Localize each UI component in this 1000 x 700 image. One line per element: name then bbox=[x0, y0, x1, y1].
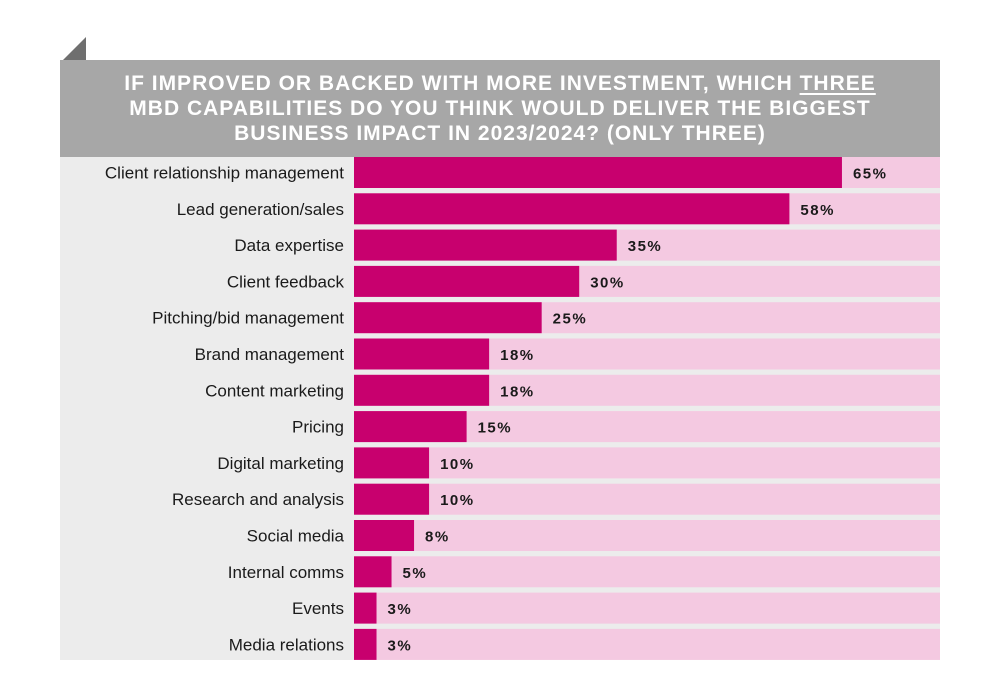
bar bbox=[354, 592, 377, 624]
bar-row: Pitching/bid management 25% bbox=[152, 302, 940, 334]
value-label: 15% bbox=[478, 420, 513, 437]
value-label: 5% bbox=[403, 565, 428, 582]
value-label: 18% bbox=[500, 383, 535, 400]
bar-row: Media relations 3% bbox=[229, 628, 940, 660]
bar bbox=[354, 265, 580, 297]
category-label: Digital marketing bbox=[217, 454, 344, 473]
chart-header: IF IMPROVED OR BACKED WITH MORE INVESTME… bbox=[60, 60, 940, 157]
chart-title-text: IF IMPROVED OR BACKED WITH MORE INVESTME… bbox=[124, 72, 800, 95]
bar bbox=[354, 157, 842, 188]
bar-track bbox=[354, 483, 940, 515]
category-label: Lead generation/sales bbox=[177, 200, 344, 219]
chart-title: IF IMPROVED OR BACKED WITH MORE INVESTME… bbox=[110, 71, 890, 146]
category-label: Client feedback bbox=[227, 272, 345, 291]
bar-track bbox=[354, 447, 940, 479]
bar-row: Data expertise 35% bbox=[234, 229, 940, 261]
bar-row: Research and analysis 10% bbox=[172, 483, 940, 515]
chart-title-text-rest: MBD CAPABILITIES DO YOU THINK WOULD DELI… bbox=[129, 97, 871, 145]
value-label: 58% bbox=[800, 202, 835, 219]
value-label: 3% bbox=[388, 637, 413, 654]
bar-row: Content marketing 18% bbox=[205, 374, 940, 406]
bar-row: Client relationship management 65% bbox=[105, 157, 940, 188]
bar bbox=[354, 193, 790, 225]
bar bbox=[354, 483, 430, 515]
category-label: Pitching/bid management bbox=[152, 309, 344, 328]
folded-corner-decoration bbox=[60, 37, 86, 63]
bar-row: Lead generation/sales 58% bbox=[177, 193, 940, 225]
bar-row: Brand management 18% bbox=[195, 338, 940, 370]
value-label: 8% bbox=[425, 529, 450, 546]
bar bbox=[354, 628, 377, 660]
category-label: Content marketing bbox=[205, 381, 344, 400]
bar-row: Client feedback 30% bbox=[227, 265, 940, 297]
bar-row: Internal comms 5% bbox=[228, 556, 940, 588]
value-label: 3% bbox=[388, 601, 413, 618]
bar bbox=[354, 556, 392, 588]
value-label: 18% bbox=[500, 347, 535, 364]
bar-track bbox=[354, 592, 940, 624]
bar-row: Events 3% bbox=[292, 592, 940, 624]
bar bbox=[354, 520, 415, 551]
category-label: Social media bbox=[247, 527, 345, 546]
category-label: Research and analysis bbox=[172, 490, 344, 509]
bar bbox=[354, 229, 617, 261]
bar bbox=[354, 338, 490, 370]
category-label: Client relationship management bbox=[105, 164, 344, 183]
value-label: 65% bbox=[853, 166, 888, 183]
bar bbox=[354, 302, 542, 334]
bar bbox=[354, 374, 490, 406]
bar-track bbox=[354, 556, 940, 588]
category-label: Internal comms bbox=[228, 563, 344, 582]
value-label: 30% bbox=[590, 274, 625, 291]
bar-chart-svg: Client relationship management 65% Lead ge… bbox=[105, 157, 940, 660]
value-label: 10% bbox=[440, 492, 475, 509]
value-label: 35% bbox=[628, 238, 663, 255]
category-label: Data expertise bbox=[234, 236, 344, 255]
chart-title-emphasis: THREE bbox=[799, 72, 876, 95]
category-label: Media relations bbox=[229, 635, 344, 654]
bar-chart: Client relationship management 65% Lead ge… bbox=[60, 157, 940, 660]
value-label: 25% bbox=[553, 311, 588, 328]
bar-track bbox=[354, 520, 940, 551]
bar-track bbox=[354, 628, 940, 660]
bar-row: Social media 8% bbox=[247, 520, 940, 551]
bar-row: Digital marketing 10% bbox=[217, 447, 940, 479]
category-label: Pricing bbox=[292, 418, 344, 437]
value-label: 10% bbox=[440, 456, 475, 473]
bar bbox=[354, 447, 430, 479]
bar bbox=[354, 411, 467, 443]
bar-row: Pricing 15% bbox=[292, 411, 940, 443]
category-label: Events bbox=[292, 599, 344, 618]
category-label: Brand management bbox=[195, 345, 345, 364]
